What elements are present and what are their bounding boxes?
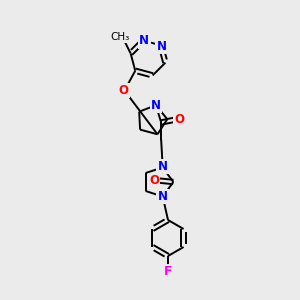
Text: N: N	[158, 190, 168, 203]
Text: N: N	[139, 34, 149, 47]
Text: N: N	[158, 160, 168, 173]
Text: O: O	[118, 84, 128, 97]
Text: O: O	[149, 174, 159, 187]
Text: O: O	[174, 113, 184, 126]
Text: N: N	[151, 99, 161, 112]
Text: N: N	[157, 40, 167, 53]
Text: F: F	[164, 265, 172, 278]
Text: CH₃: CH₃	[111, 32, 130, 42]
